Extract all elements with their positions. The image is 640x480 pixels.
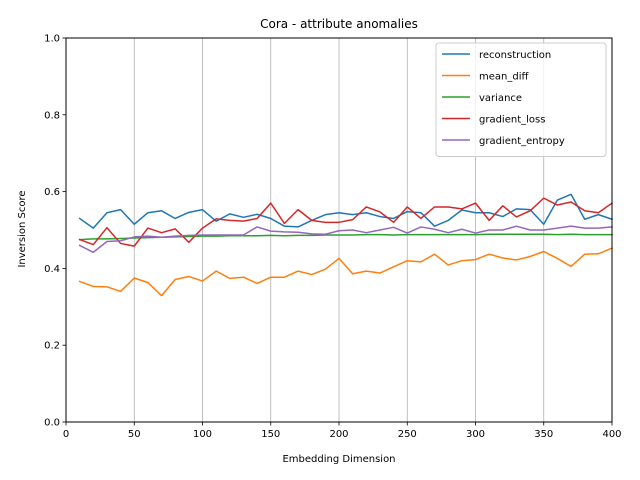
x-tick-label: 400	[602, 429, 621, 440]
x-tick-label: 350	[534, 429, 553, 440]
y-axis: 0.0 0.2 0.4 0.6 0.8 1.0	[44, 34, 66, 429]
x-tick-label: 150	[261, 429, 280, 440]
x-axis-title: Embedding Dimension	[282, 454, 395, 465]
legend-label-reconstruction: reconstruction	[479, 50, 551, 61]
legend-label-variance: variance	[479, 93, 522, 104]
legend-box	[435, 42, 607, 157]
series-line-gradient-loss	[78, 197, 614, 247]
y-tick-label: 0.0	[44, 418, 60, 429]
x-tick-label: 300	[466, 429, 485, 440]
x-tick-label: 100	[193, 429, 212, 440]
x-tick-label: 200	[329, 429, 348, 440]
legend: reconstruction mean_diff variance gradient_…	[435, 42, 607, 157]
y-tick-label: 0.8	[44, 110, 60, 121]
series-line-gradient-entropy	[78, 225, 613, 254]
legend-label-gradient-entropy: gradient_entropy	[479, 136, 565, 147]
series-lines	[78, 193, 614, 297]
y-tick-label: 0.4	[44, 264, 60, 275]
y-tick-label: 1.0	[44, 34, 60, 45]
x-tick-label: 0	[63, 429, 69, 440]
x-tick-label: 50	[128, 429, 141, 440]
series-line-mean-diff	[78, 247, 613, 297]
y-tick-label: 0.2	[44, 341, 60, 352]
legend-label-gradient-loss: gradient_loss	[479, 115, 545, 126]
chart-title: Cora - attribute anomalies	[260, 17, 418, 31]
series-line-reconstruction	[78, 193, 613, 229]
y-axis-title: Inversion Score	[17, 190, 28, 267]
y-tick-label: 0.6	[44, 187, 60, 198]
legend-label-mean-diff: mean_diff	[479, 72, 529, 83]
x-tick-label: 250	[398, 429, 417, 440]
x-axis: 0 50 100 150 200 250 300 350 400	[63, 422, 622, 440]
